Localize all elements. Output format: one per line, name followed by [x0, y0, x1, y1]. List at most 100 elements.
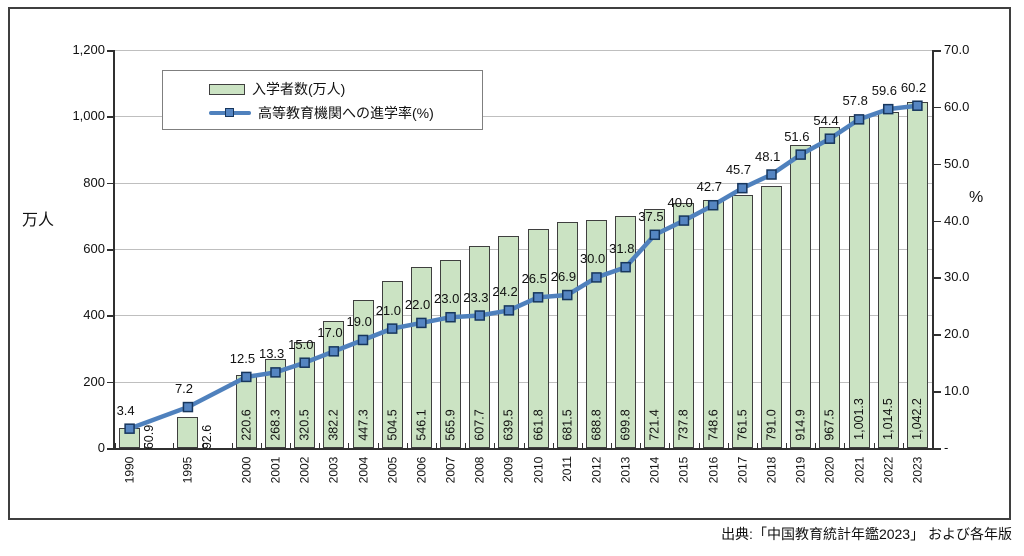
x-tick-label-2012: 2012: [589, 456, 604, 483]
bar-label-2007: 565.9: [443, 408, 458, 441]
rate-label-2001: 13.3: [258, 346, 285, 362]
rate-label-2020: 54.4: [813, 112, 839, 128]
legend-label-bars: 入学者数(万人): [252, 81, 346, 97]
legend: 入学者数(万人) 高等教育機関への進学率(%): [162, 70, 483, 130]
x-tick-label-2014: 2014: [647, 456, 662, 483]
bar-label-2008: 607.7: [472, 408, 487, 441]
rate-label-2022: 59.6: [871, 83, 898, 99]
x-axis-tick: [173, 443, 175, 448]
x-tick-label-2022: 2022: [881, 456, 896, 483]
bar-label-2010: 661.8: [531, 408, 546, 441]
x-tick-label-2000: 2000: [239, 456, 254, 483]
x-tick-label-2007: 2007: [443, 456, 458, 483]
left-axis-line: [113, 50, 115, 450]
bar-label-2001: 268.3: [268, 408, 283, 441]
x-tick-label-2023: 2023: [910, 456, 925, 483]
bar-label-2015: 737.8: [677, 408, 692, 441]
rate-label-2003: 17.0: [317, 325, 343, 341]
x-axis-tick: [319, 443, 321, 448]
right-axis-tick-label: -: [944, 440, 949, 455]
right-axis-tick-label: 30.0: [944, 269, 970, 285]
rate-label-1995: 7.2: [174, 381, 194, 397]
line-series-swatch: [209, 107, 251, 119]
right-axis-tick: [934, 277, 941, 279]
bar-label-2016: 748.6: [706, 408, 721, 441]
line-marker-icon: [225, 108, 234, 117]
right-axis-tick-label: 60.0: [944, 98, 970, 114]
left-axis-tick: [107, 381, 114, 384]
bar-label-2006: 546.1: [414, 408, 429, 441]
bar-1990: [119, 427, 141, 448]
x-tick-label-2003: 2003: [326, 456, 341, 483]
right-axis-tick: [934, 334, 941, 336]
bar-label-2022: 1,014.5: [881, 398, 896, 440]
x-axis-tick: [465, 443, 467, 448]
left-axis-tick-label: 200: [83, 373, 105, 389]
x-axis-tick: [377, 443, 379, 448]
bar-label-2023: 1,042.2: [910, 398, 925, 440]
rate-label-2018: 48.1: [755, 148, 781, 164]
x-tick-label-2004: 2004: [355, 456, 370, 483]
x-tick-label-2006: 2006: [414, 456, 429, 483]
rate-label-2000: 12.5: [229, 350, 256, 366]
left-axis-tick-label: 1,200: [72, 42, 105, 57]
x-tick-label-1995: 1995: [180, 456, 195, 483]
right-axis-tick: [934, 106, 941, 109]
left-axis-tick: [107, 315, 114, 317]
right-axis-line: [932, 50, 934, 450]
x-tick-label-2008: 2008: [472, 456, 487, 483]
x-tick-label-2021: 2021: [851, 456, 866, 483]
bar-series-swatch: [209, 83, 245, 95]
rate-label-2023: 60.2: [900, 79, 927, 95]
x-tick-label-2010: 2010: [530, 456, 545, 483]
right-axis-title: %: [969, 189, 984, 206]
bar-label-2021: 1,001.3: [851, 398, 866, 440]
gridline: [115, 50, 932, 51]
bar-label-2003: 382.2: [326, 408, 341, 441]
x-axis-tick: [815, 443, 817, 448]
left-axis-tick-label: 1,000: [72, 108, 105, 124]
rate-label-2008: 23.3: [463, 289, 489, 305]
left-axis-tick: [107, 182, 114, 185]
left-axis-tick-label: 800: [83, 174, 105, 190]
left-axis-tick: [107, 249, 114, 251]
right-axis-tick: [934, 50, 941, 52]
x-tick-label-2016: 2016: [706, 456, 721, 483]
x-axis-tick: [698, 443, 700, 448]
x-tick-label-2001: 2001: [268, 456, 283, 483]
bar-1995: [177, 417, 199, 448]
x-axis-tick: [756, 443, 758, 448]
x-axis-line: [107, 448, 940, 450]
rate-label-2019: 51.6: [784, 128, 810, 144]
x-axis-tick: [115, 443, 116, 448]
x-axis-tick: [640, 443, 642, 448]
left-axis-tick: [107, 50, 114, 52]
bar-label-2019: 914.9: [793, 408, 808, 441]
rate-label-2004: 19.0: [346, 313, 372, 329]
bar-label-2009: 639.5: [502, 408, 517, 441]
bar-label-2017: 761.5: [735, 408, 750, 441]
rate-label-2017: 45.7: [725, 162, 752, 178]
right-axis-tick-label: 20.0: [944, 326, 970, 342]
right-axis-tick-label: 40.0: [944, 212, 970, 228]
bar-label-2013: 699.8: [618, 408, 633, 441]
x-tick-label-1990: 1990: [122, 456, 137, 483]
x-axis-tick: [727, 443, 729, 448]
x-axis-tick: [231, 443, 233, 448]
x-tick-label-2015: 2015: [676, 456, 691, 483]
x-axis-tick: [494, 443, 496, 448]
rate-label-2012: 30.0: [579, 251, 606, 267]
x-axis-tick: [611, 443, 613, 448]
x-tick-label-2020: 2020: [822, 456, 837, 483]
right-axis-tick: [934, 391, 941, 393]
x-tick-label-2009: 2009: [501, 456, 516, 483]
bar-label-1990: 60.9: [142, 424, 157, 450]
bar-2020: [819, 127, 841, 448]
right-axis-tick-label: 50.0: [944, 155, 970, 171]
rate-label-2010: 26.5: [521, 271, 547, 287]
bar-2019: [790, 144, 812, 448]
x-axis-tick: [844, 443, 846, 448]
legend-item-line: 高等教育機関への進学率(%): [209, 101, 482, 125]
x-axis-tick: [902, 443, 904, 448]
